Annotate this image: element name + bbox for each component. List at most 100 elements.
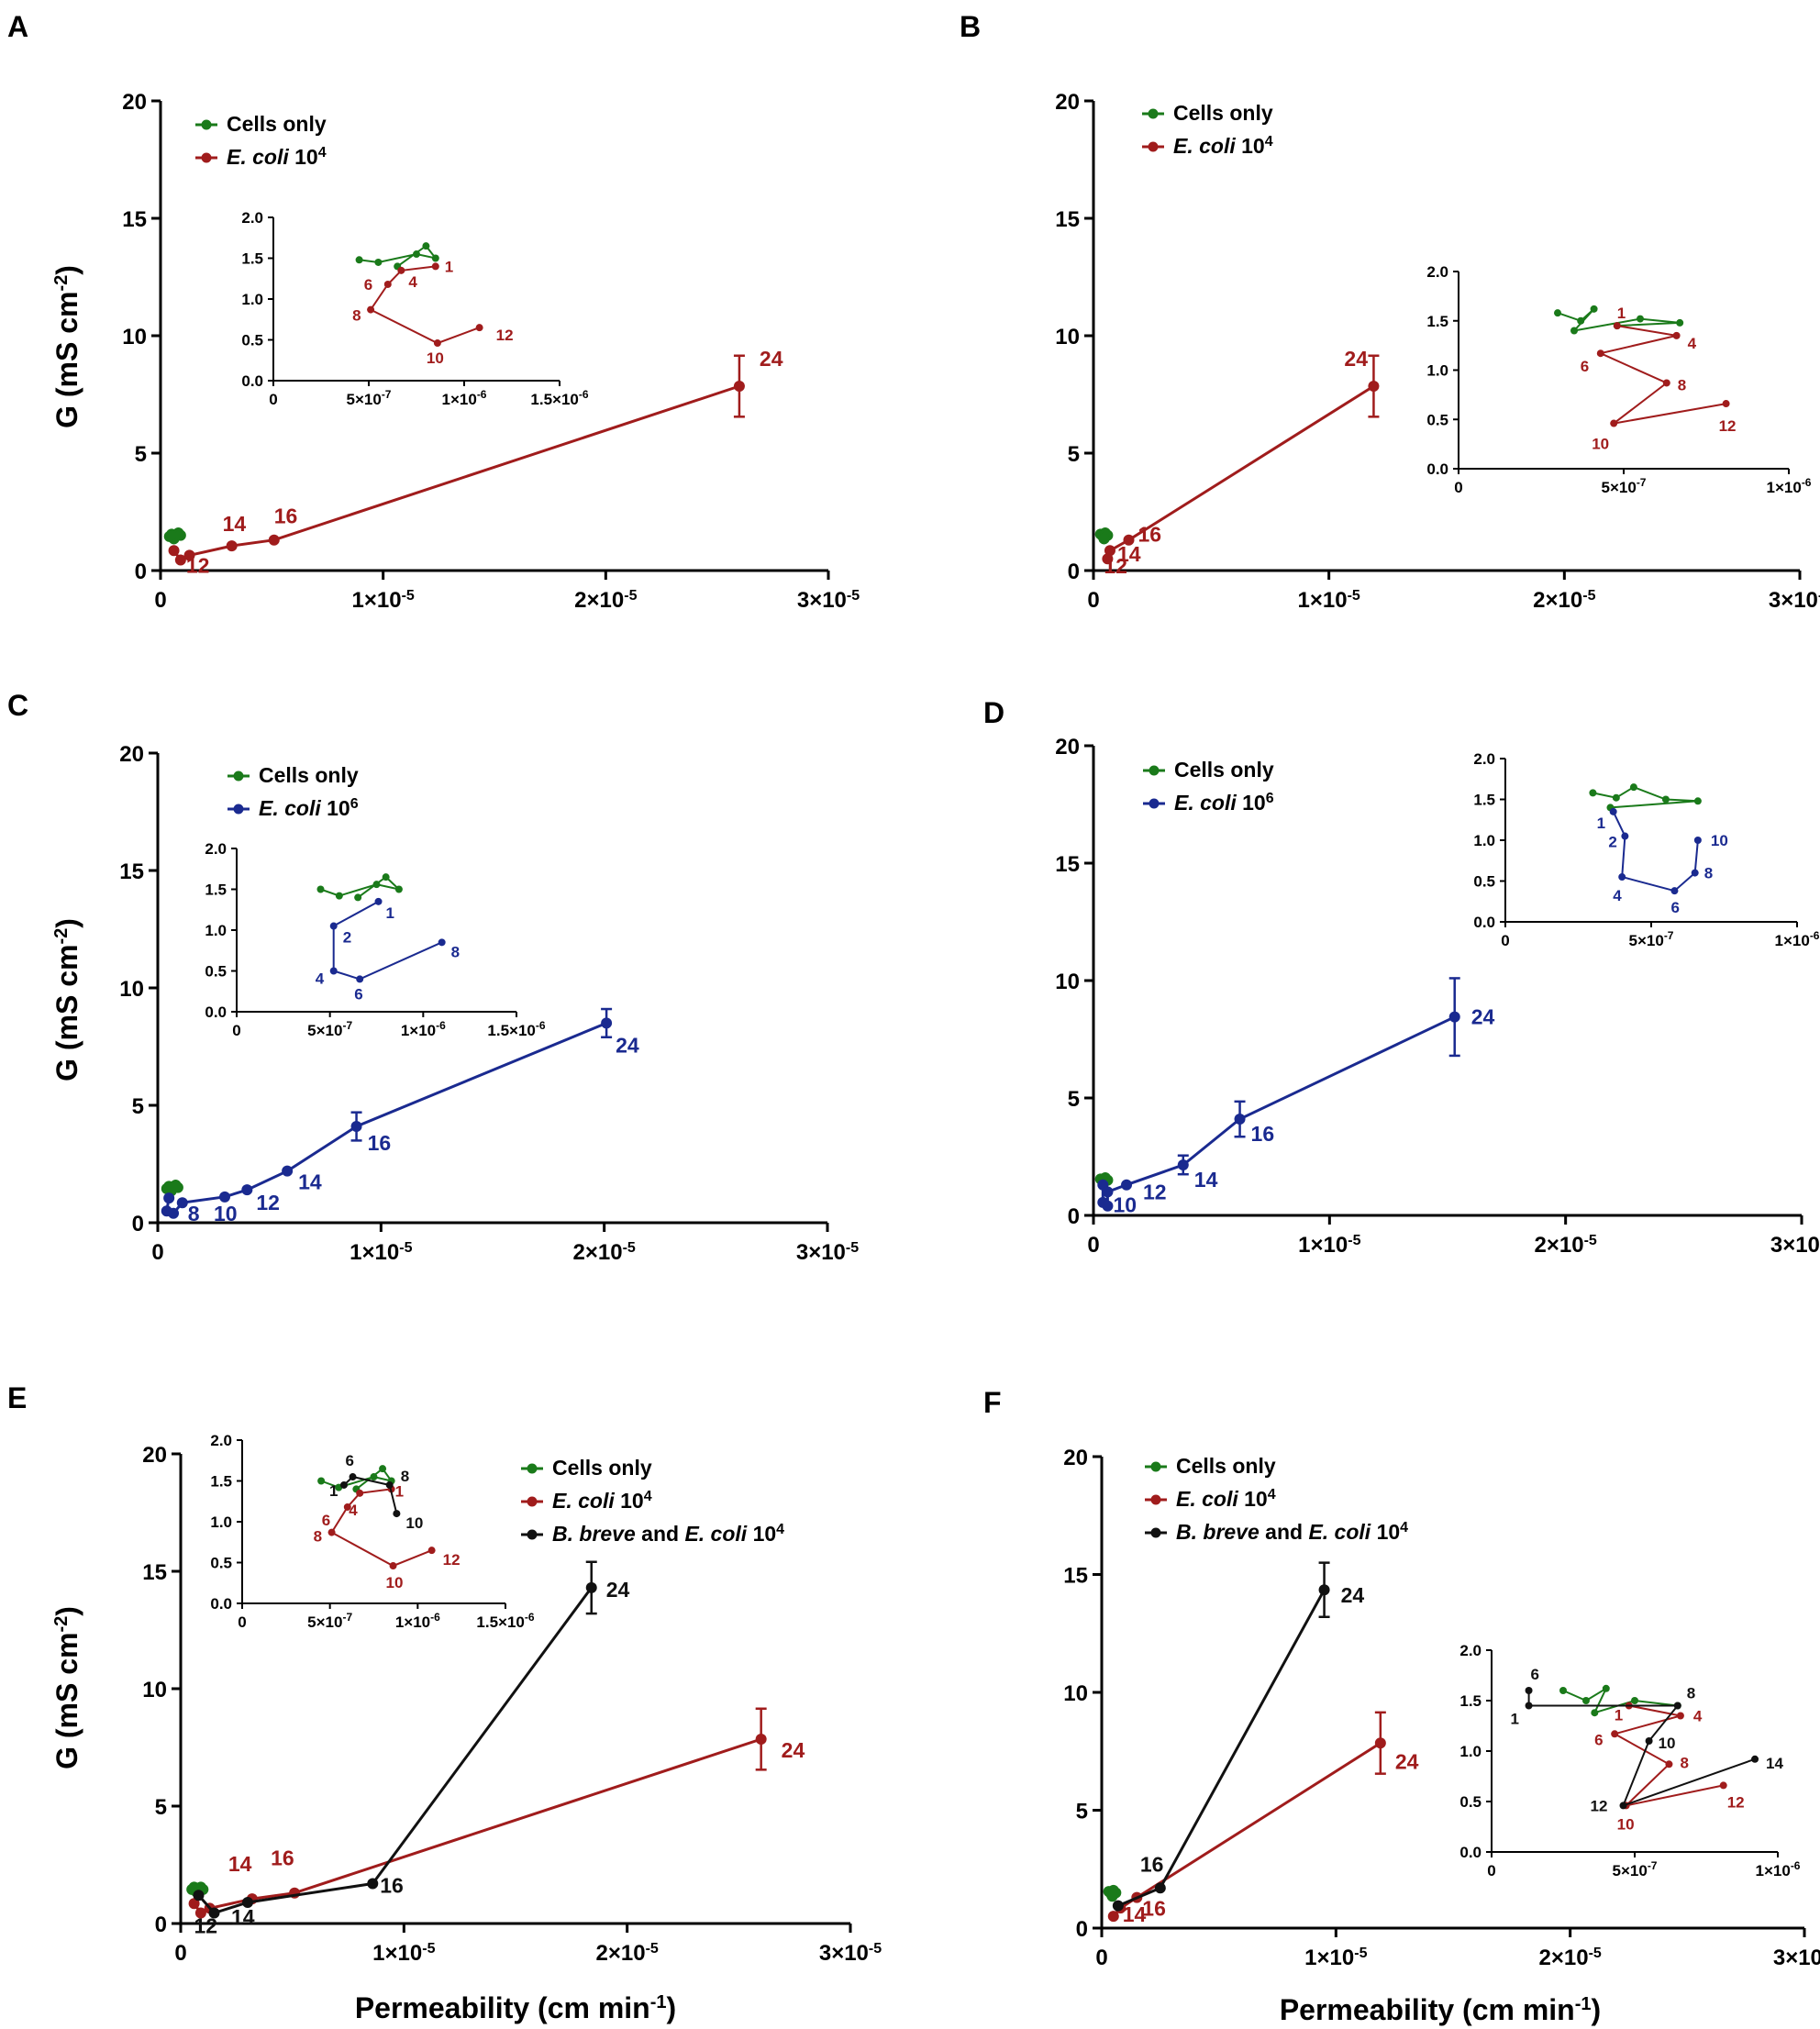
point-label: 12 [186,553,210,577]
data-point [1629,783,1637,792]
y-tick-label: 15 [1063,1564,1088,1589]
y-tick-label: 0 [1076,1917,1088,1942]
legend-marker [1149,798,1160,809]
text-span: E. coli [1308,1520,1371,1544]
data-point [1577,316,1585,325]
text-span: 5×10 [307,1022,342,1039]
series-cells-only [1589,783,1702,812]
data-point [1448,1011,1460,1023]
data-point [1610,419,1618,427]
data-point [1112,1900,1124,1912]
data-point [355,256,363,264]
x-tick-label: 1×10-5 [1298,588,1360,614]
text-span: -2 [51,1616,72,1633]
data-point [372,881,381,889]
legend-item: E. coli 104 [1145,1487,1276,1511]
series-line [1597,325,1726,425]
data-point [188,1881,200,1893]
data-point [168,1207,180,1219]
x-axis-label: Permeability (cm min-1) [355,1991,676,2024]
text-span: -2 [51,928,72,945]
text-span: 0 [1487,1862,1495,1879]
data-point [1581,1697,1590,1704]
point-label: 10 [1711,832,1728,849]
data-point [241,1184,253,1196]
y-tick-label: 0.0 [210,1595,232,1613]
x-tick-label: 1×10-5 [352,588,415,614]
text-span: 2×10 [596,1941,646,1966]
y-tick-label: 5 [1076,1800,1088,1824]
text-span: E. coli [1174,791,1237,815]
text-span: -6 [1802,476,1812,489]
y-tick-label: 5 [135,442,147,467]
text-span: 10 [289,145,318,169]
point-label: 10 [405,1514,423,1532]
text-span: 1×10 [1767,479,1802,496]
x-tick-label: 0 [1095,1946,1107,1970]
text-span: 1.5×10 [476,1613,524,1631]
y-tick-label: 0 [135,560,147,584]
y-tick-label: 0.5 [1459,1793,1482,1811]
point-label: 12 [1143,1181,1167,1204]
y-tick-label: 15 [1055,852,1080,877]
data-point [1670,887,1679,895]
series-e-coli-10-4: 1 4 68 10 12 [352,258,513,367]
x-tick-label: 1×10-5 [350,1240,412,1266]
text-span: 2×10 [1533,588,1582,613]
text-span: E. coli [1176,1487,1238,1511]
point-label: 16 [271,1846,294,1870]
legend-item: E. coli 104 [195,145,327,169]
data-point [438,938,446,947]
text-span: Cells only [1174,758,1274,782]
series-line [1612,1704,1724,1808]
text-span: -7 [1648,1859,1658,1872]
data-point [282,1165,294,1177]
data-point [413,250,420,259]
text-span: -5 [422,1941,435,1957]
text-span: 10 [747,1522,776,1546]
text-span: 4 [1400,1520,1408,1536]
data-point [1672,331,1681,339]
data-point [1554,309,1561,317]
text-span: 10 [1236,134,1265,158]
point-label: 8 [401,1468,409,1485]
legend-label: E. coli 106 [259,796,359,821]
text-span: ) [667,1991,677,2024]
y-tick-label: 0 [132,1212,144,1236]
y-tick-label: 5 [155,1795,167,1820]
data-point [188,1898,200,1910]
series-cells-only [163,527,186,545]
text-span: G (mS cm [50,292,83,428]
text-span: 1×10 [395,1613,430,1631]
text-span: -5 [646,1941,659,1957]
point-label: 1 [1597,815,1605,832]
x-tick-label: 5×10-7 [1602,476,1647,496]
text-span: ) [1592,1993,1602,2026]
text-span: ) [50,918,83,928]
y-tick-label: 0.0 [1426,460,1448,478]
y-tick-label: 10 [1055,970,1080,994]
text-span: 10 [615,1489,644,1513]
legend-marker [1150,1527,1161,1538]
text-span: 5×10 [347,391,382,408]
text-span: 4 [644,1489,652,1504]
series-line [1612,811,1699,893]
text-span: -5 [1354,1946,1367,1961]
x-tick-label: 0 [151,1240,163,1265]
panel-letter: E [7,1381,27,1414]
y-tick-label: 1.5 [205,881,227,899]
x-tick-label: 0 [154,588,166,613]
data-point [1525,1687,1533,1694]
text-span: -6 [477,388,487,401]
point-label: 14 [1123,1902,1147,1926]
chart-panel-b: B0510152001×10-52×10-53×10-512141624Cell… [960,10,1820,613]
data-point [385,1480,394,1489]
text-span: 5×10 [1602,479,1637,496]
y-tick-label: 0 [1068,560,1080,584]
point-label: 12 [256,1191,280,1214]
x-tick-label: 3×10-5 [819,1941,882,1967]
y-axis-label: G (mS cm-2) [50,265,83,428]
text-span: 10 [1238,1487,1268,1511]
text-span: -5 [847,588,860,604]
